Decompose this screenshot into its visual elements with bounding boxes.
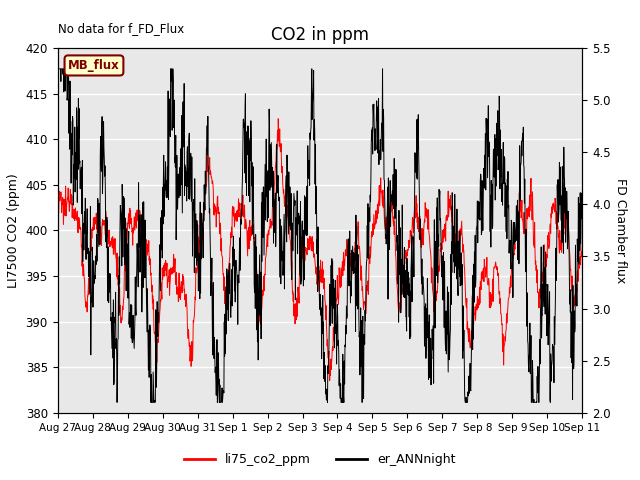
Y-axis label: LI7500 CO2 (ppm): LI7500 CO2 (ppm) [7, 173, 20, 288]
Text: MB_flux: MB_flux [68, 59, 120, 72]
Y-axis label: FD Chamber flux: FD Chamber flux [614, 178, 627, 283]
Text: No data for f_FD_Flux: No data for f_FD_Flux [58, 23, 184, 36]
Legend: li75_co2_ppm, er_ANNnight: li75_co2_ppm, er_ANNnight [179, 448, 461, 471]
Title: CO2 in ppm: CO2 in ppm [271, 25, 369, 44]
